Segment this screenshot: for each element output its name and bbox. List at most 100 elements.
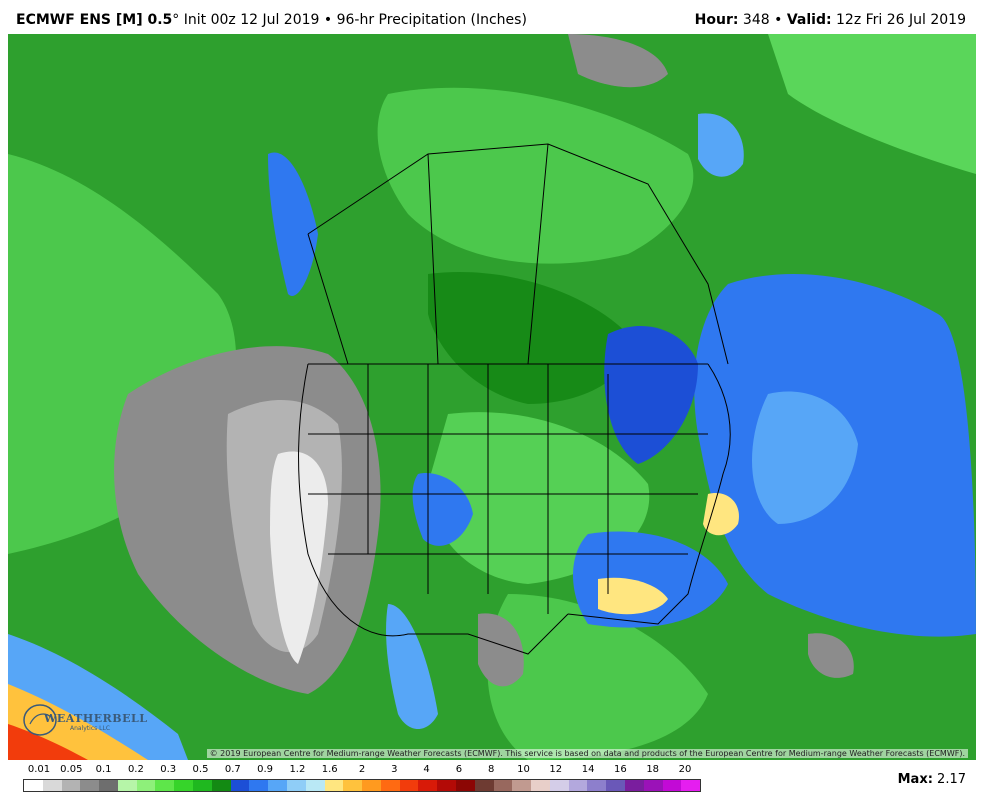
precip-region-arctic-light <box>768 34 976 174</box>
legend-swatch <box>268 780 287 791</box>
degree-symbol: ° <box>172 12 180 28</box>
legend-label: 14 <box>581 764 595 775</box>
legend-label: 0.7 <box>224 764 241 775</box>
logo-mark <box>23 704 57 736</box>
init-time: Init 00z 12 Jul 2019 <box>183 12 320 28</box>
precip-region-west-driest <box>270 451 328 664</box>
valid-separator: • <box>774 12 783 28</box>
weatherbell-logo: WEATHERBELL Analytics LLC <box>22 702 147 738</box>
legend-swatch <box>418 780 438 791</box>
precip-region-canada-light <box>377 87 694 264</box>
legend-label: 8 <box>488 764 495 775</box>
copyright-credit: © 2019 European Centre for Medium-range … <box>206 749 968 758</box>
precip-region-atlantic-yellow <box>703 493 739 536</box>
legend-label: 0.9 <box>257 764 274 775</box>
legend-label: 0.05 <box>60 764 83 775</box>
legend-label: 18 <box>646 764 660 775</box>
precip-region-gulf-max <box>598 577 668 615</box>
legend-label: 12 <box>549 764 563 775</box>
max-number: 2.17 <box>937 772 966 787</box>
legend-swatch <box>117 780 137 791</box>
legend-label: 3 <box>391 764 398 775</box>
legend-bar <box>23 779 701 792</box>
legend-label: 4 <box>423 764 430 775</box>
canada-province-lines <box>307 143 549 365</box>
canada-provinces <box>307 143 729 365</box>
legend-swatch <box>211 780 231 791</box>
precip-region-greenland-blue <box>698 113 744 177</box>
hour-value: 348 <box>742 12 770 28</box>
legend-label: 6 <box>455 764 463 775</box>
product-name: 96-hr Precipitation (Inches) <box>336 12 527 28</box>
legend-swatch <box>42 780 62 791</box>
legend-swatch <box>174 780 194 791</box>
us-outline-west-south <box>298 363 569 655</box>
precip-region-northeast-blue <box>604 325 698 464</box>
legend-swatch <box>493 780 513 791</box>
legend-swatch <box>606 780 625 791</box>
legend-swatch <box>193 780 212 791</box>
legend-swatch <box>24 780 43 791</box>
precip-region-bc-coast-blue <box>268 152 318 296</box>
state-lines-horizontal <box>308 433 708 555</box>
title-separator: • <box>323 12 333 28</box>
legend-swatch <box>286 780 306 791</box>
legend-labels: 0.01 0.05 0.1 0.2 0.3 0.5 0.7 0.9 1.2 1.6 2 3 4 6 8 10 1… <box>23 764 701 778</box>
legend-label: 2 <box>358 764 366 775</box>
legend-swatch <box>155 780 175 791</box>
legend-swatch <box>681 780 701 791</box>
legend-label: 16 <box>614 764 627 775</box>
legend-label: 1.2 <box>289 764 306 775</box>
legend-swatch <box>80 780 100 791</box>
legend-swatch <box>662 780 682 791</box>
legend-label: 1.6 <box>321 764 338 775</box>
logo-text: WEATHERBELL <box>44 712 148 725</box>
legend-label: 0.1 <box>95 764 112 775</box>
max-value: Max: 2.17 <box>898 772 966 787</box>
max-label: Max: <box>897 772 933 787</box>
legend-swatch <box>437 780 456 791</box>
legend-swatch <box>230 780 250 791</box>
us-outline-east <box>567 363 731 625</box>
legend-label: 0.01 <box>27 764 51 775</box>
valid-info: Hour: 348 • Valid: 12z Fri 26 Jul 2019 <box>695 12 966 28</box>
hour-label: Hour: <box>694 12 739 28</box>
legend-swatch <box>512 780 532 791</box>
precipitation-map[interactable]: WEATHERBELL Analytics LLC © 2019 Europea… <box>8 34 976 760</box>
legend-label: 0.3 <box>160 764 177 775</box>
map-title: ECMWF ENS [M] 0.5° Init 00z 12 Jul 2019 … <box>16 12 527 28</box>
logo-subtext: Analytics LLC <box>70 725 111 732</box>
precip-region-mexico-dry <box>478 613 524 687</box>
valid-value: 12z Fri 26 Jul 2019 <box>836 12 966 28</box>
valid-label: Valid: <box>786 12 832 28</box>
legend-swatch <box>305 780 325 791</box>
legend-swatch <box>399 780 419 791</box>
model-name: ECMWF ENS [M] 0.5 <box>16 12 173 28</box>
legend-swatch <box>362 780 381 791</box>
precip-region-caribbean-dry <box>808 633 854 678</box>
boundary-lines <box>298 143 731 655</box>
legend-swatch <box>324 780 344 791</box>
legend-label: 20 <box>678 764 692 775</box>
legend-swatch <box>643 780 663 791</box>
legend-swatch <box>474 780 494 791</box>
legend-swatch <box>99 780 118 791</box>
legend-swatch <box>568 780 588 791</box>
precip-region-gulf-light <box>487 594 708 760</box>
precip-region-arctic-dry <box>568 34 668 88</box>
color-legend: 0.01 0.05 0.1 0.2 0.3 0.5 0.7 0.9 1.2 1.6 2 3 4 6 8 10 1… <box>23 764 701 794</box>
legend-label: 0.2 <box>127 764 144 775</box>
legend-swatch <box>531 780 550 791</box>
legend-swatch <box>136 780 156 791</box>
legend-swatch <box>380 780 400 791</box>
precip-region-north-dark <box>428 272 630 404</box>
legend-label: 10 <box>517 764 530 775</box>
map-graphic <box>8 34 976 760</box>
legend-swatch <box>61 780 81 791</box>
header: ECMWF ENS [M] 0.5° Init 00z 12 Jul 2019 … <box>0 0 984 34</box>
legend-label: 0.5 <box>192 764 209 775</box>
state-lines-vertical <box>367 364 609 614</box>
legend-swatch <box>343 780 363 791</box>
legend-swatch <box>455 780 475 791</box>
legend-swatch <box>587 780 607 791</box>
